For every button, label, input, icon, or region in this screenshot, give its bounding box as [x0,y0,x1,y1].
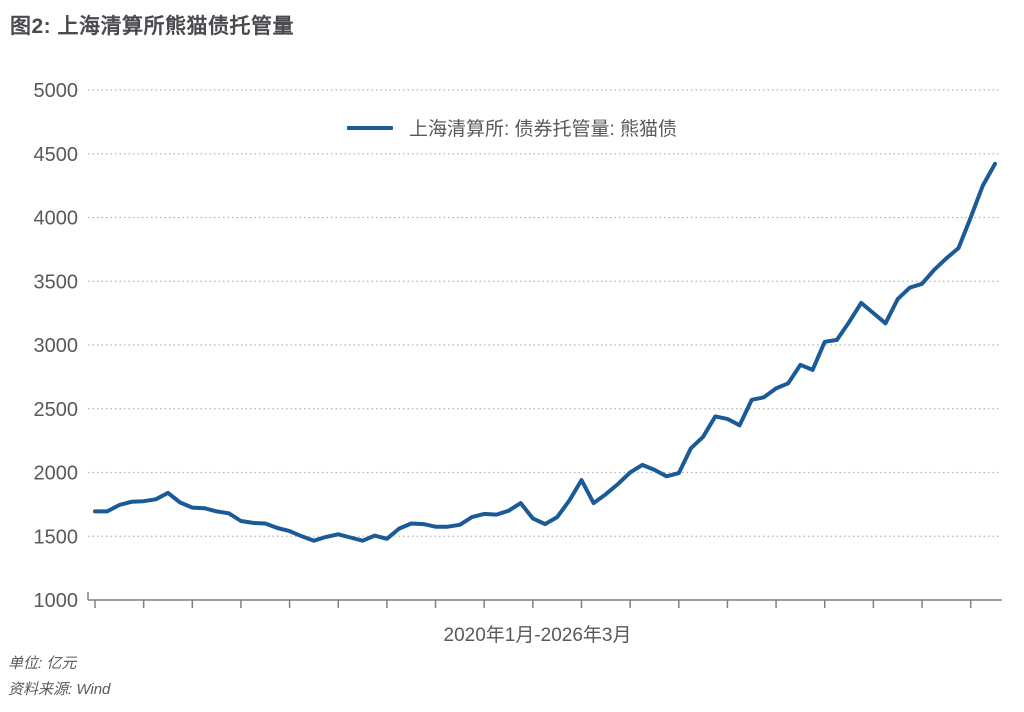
y-tick-label-3000: 3000 [34,335,79,357]
y-tick-label-2000: 2000 [34,463,79,485]
series-line-panda-bond [93,161,997,543]
y-tick-label-5000: 5000 [34,80,79,102]
x-axis-range-label: 2020年1月-2026年3月 [443,625,632,646]
y-tick-label-2500: 2500 [34,399,79,421]
y-tick-label-3500: 3500 [34,271,79,293]
figure-title: 图2: 上海清算所熊猫债托管量 [10,15,295,38]
y-tick-label-1000: 1000 [34,590,79,612]
y-tick-label-4000: 4000 [34,208,79,230]
y-tick-label-1500: 1500 [34,526,79,548]
source-note: 资料来源: Wind [8,681,111,698]
y-tick-label-4500: 4500 [34,144,79,166]
unit-note: 单位: 亿元 [8,655,77,672]
